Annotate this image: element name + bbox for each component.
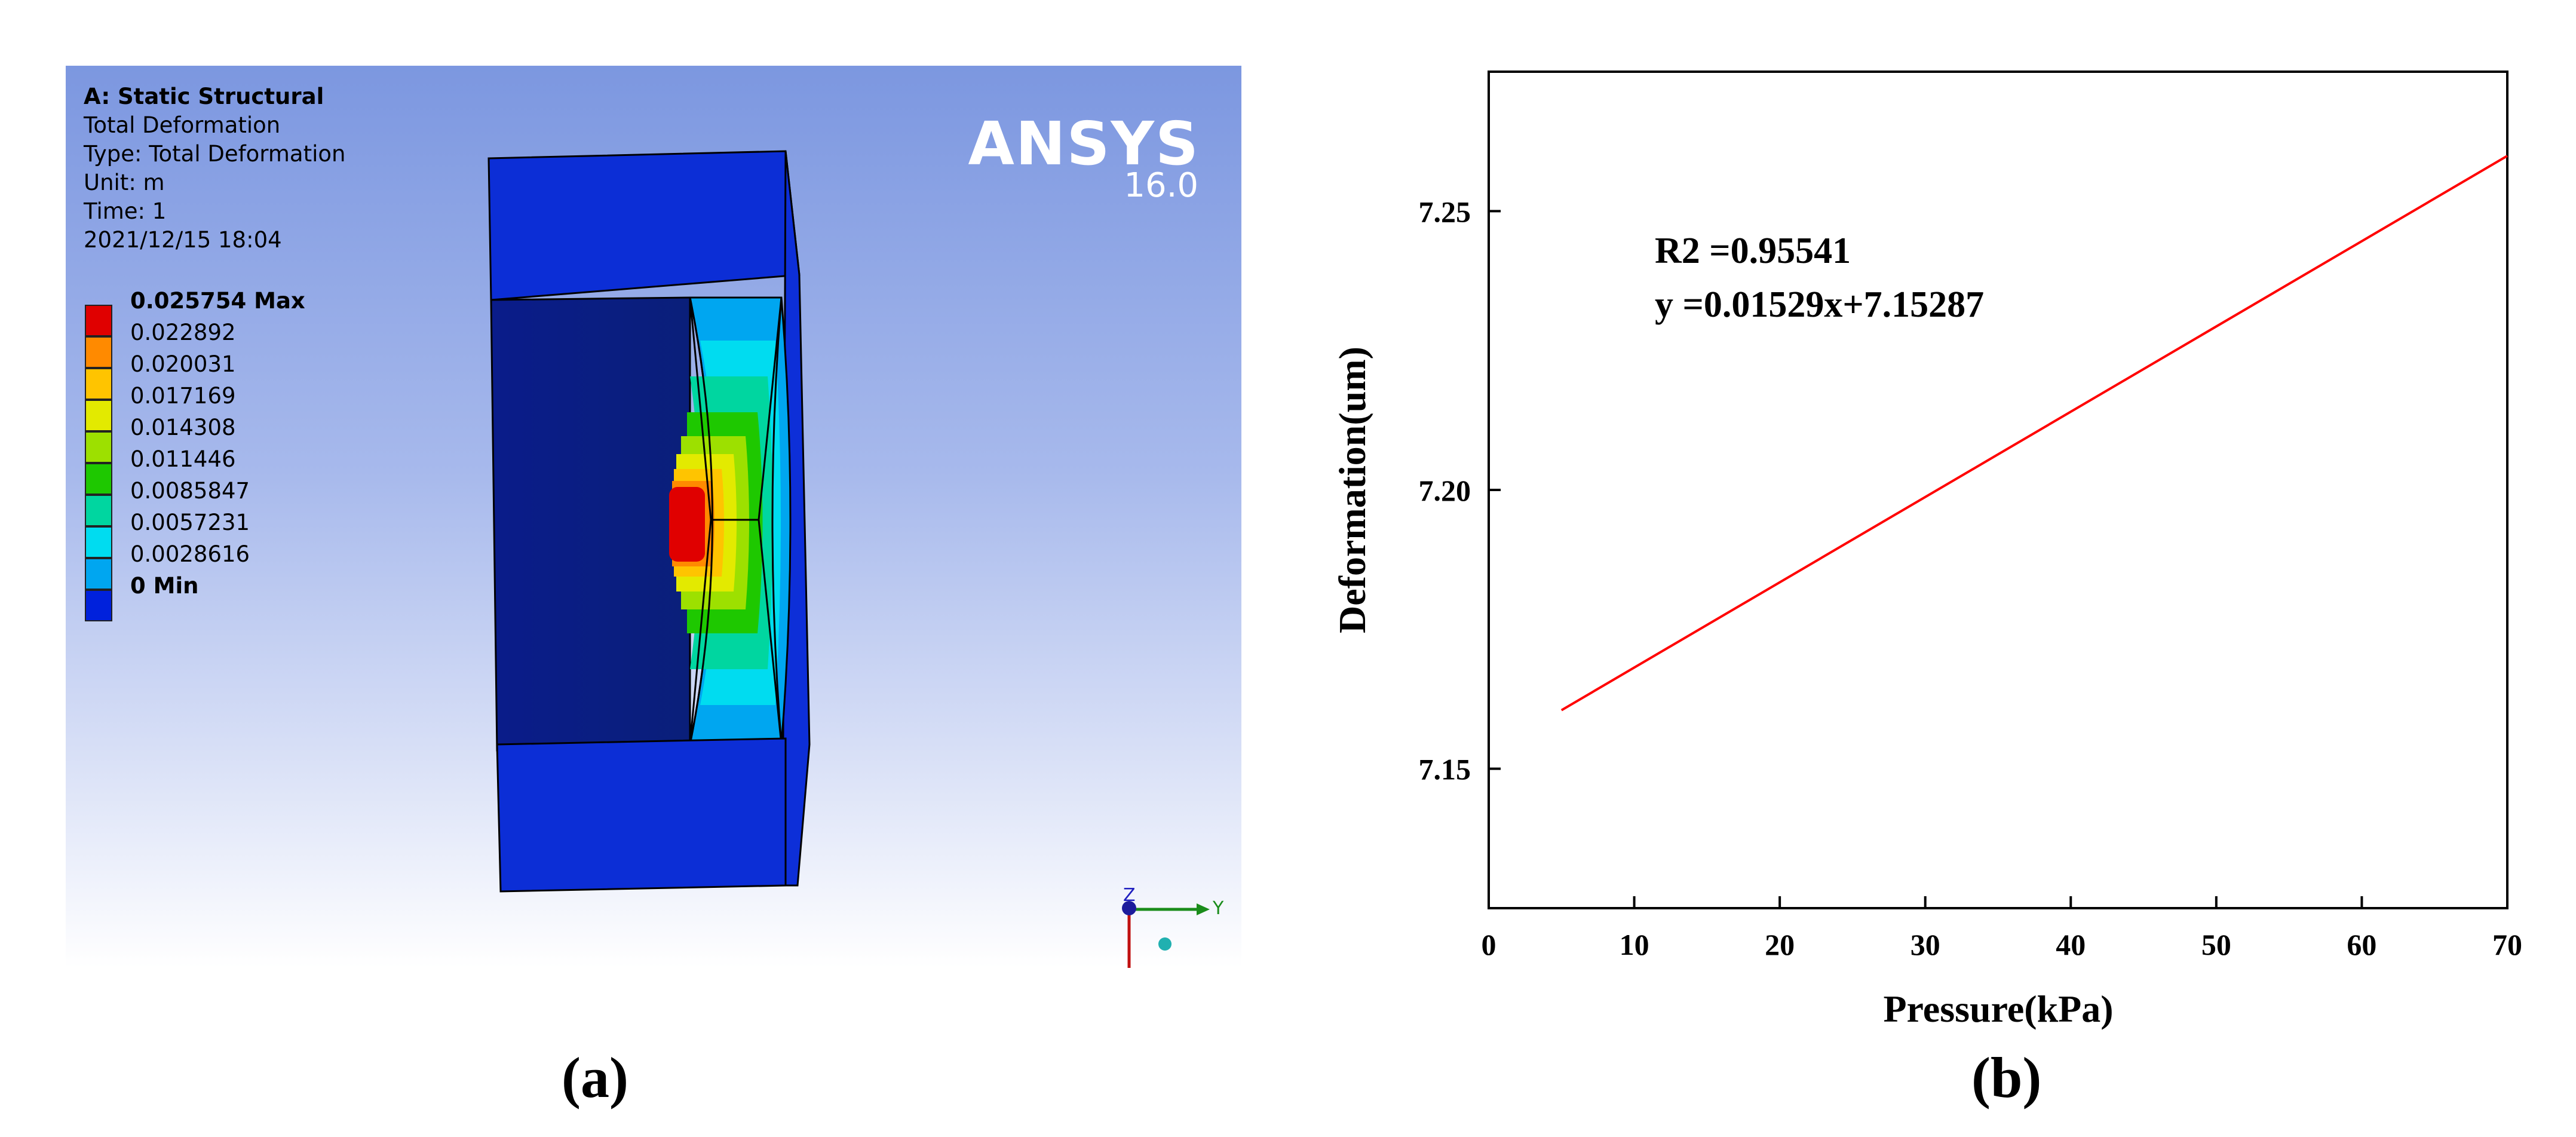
x-tick-label: 60 — [2347, 928, 2376, 961]
legend-label: 0.0085847 — [130, 478, 250, 504]
analysis-title: A: Static Structural — [84, 84, 324, 109]
legend-swatch — [85, 431, 112, 463]
legend-label: 0.017169 — [130, 383, 236, 409]
ansys-version: 16.0 — [1124, 166, 1198, 205]
legend-swatch — [85, 558, 112, 590]
x-axis: 0 10 20 30 40 50 60 70 — [1482, 896, 2522, 961]
legend-swatch — [85, 590, 112, 621]
legend-swatch — [85, 336, 112, 368]
triad-y-label: Y — [1212, 898, 1224, 919]
result-type: Type: Total Deformation — [84, 141, 346, 167]
x-tick-label: 30 — [1910, 928, 1940, 961]
result-time: Time: 1 — [84, 198, 167, 224]
x-tick-label: 10 — [1620, 928, 1649, 961]
x-tick-label: 20 — [1765, 928, 1795, 961]
bottom-flange — [496, 737, 787, 893]
x-tick-label: 0 — [1482, 928, 1496, 961]
series-line — [1560, 155, 2508, 712]
y-axis-label: Deformation(um) — [1331, 347, 1373, 633]
legend-label: 0.022892 — [130, 320, 236, 345]
plot-frame — [1488, 71, 2508, 909]
series-layer — [1560, 155, 2508, 712]
legend-swatch — [85, 400, 112, 431]
x-tick-label: 70 — [2492, 928, 2522, 961]
legend-label: 0.011446 — [130, 446, 236, 472]
x-tick-label: 50 — [2201, 928, 2231, 961]
equation-annotation: y =0.01529x+7.15287 — [1655, 284, 1984, 325]
y-axis: 7.15 7.20 7.25 — [1419, 195, 1501, 786]
y-tick-label: 7.25 — [1419, 195, 1471, 228]
r2-annotation: R2 =0.95541 — [1655, 231, 1851, 271]
legend-swatch — [85, 495, 112, 526]
result-name: Total Deformation — [84, 112, 281, 138]
x-tick-label: 40 — [2056, 928, 2086, 961]
panel-a-label: (a) — [562, 1046, 628, 1110]
y-tick-label: 7.15 — [1419, 753, 1471, 786]
legend-label: 0.0057231 — [130, 510, 250, 535]
triad-z-label: Z — [1123, 885, 1136, 906]
legend-max-label: 0.025754 Max — [130, 288, 305, 314]
legend-swatch — [85, 368, 112, 400]
panel-b-label: (b) — [1971, 1046, 2042, 1110]
result-unit: Unit: m — [84, 170, 165, 195]
legend-swatch — [85, 305, 112, 336]
result-date: 2021/12/15 18:04 — [84, 227, 282, 253]
model-render: Z Y X — [487, 150, 1224, 968]
legend-label: 0.020031 — [130, 351, 236, 377]
legend-swatch — [85, 463, 112, 495]
ansys-logo: ANSYS — [968, 109, 1200, 179]
diaphragm-contour — [669, 296, 792, 746]
legend-min-label: 0 Min — [130, 573, 199, 599]
x-axis-label: Pressure(kPa) — [1883, 988, 2113, 1030]
ansys-viewport: A: Static Structural Total Deformation T… — [66, 66, 1241, 968]
legend-label: 0.0028616 — [130, 541, 250, 567]
legend-swatch — [85, 526, 112, 558]
coordinate-triad: Z Y X — [1122, 885, 1224, 968]
y-tick-label: 7.20 — [1419, 474, 1471, 507]
legend-label: 0.014308 — [130, 415, 236, 440]
